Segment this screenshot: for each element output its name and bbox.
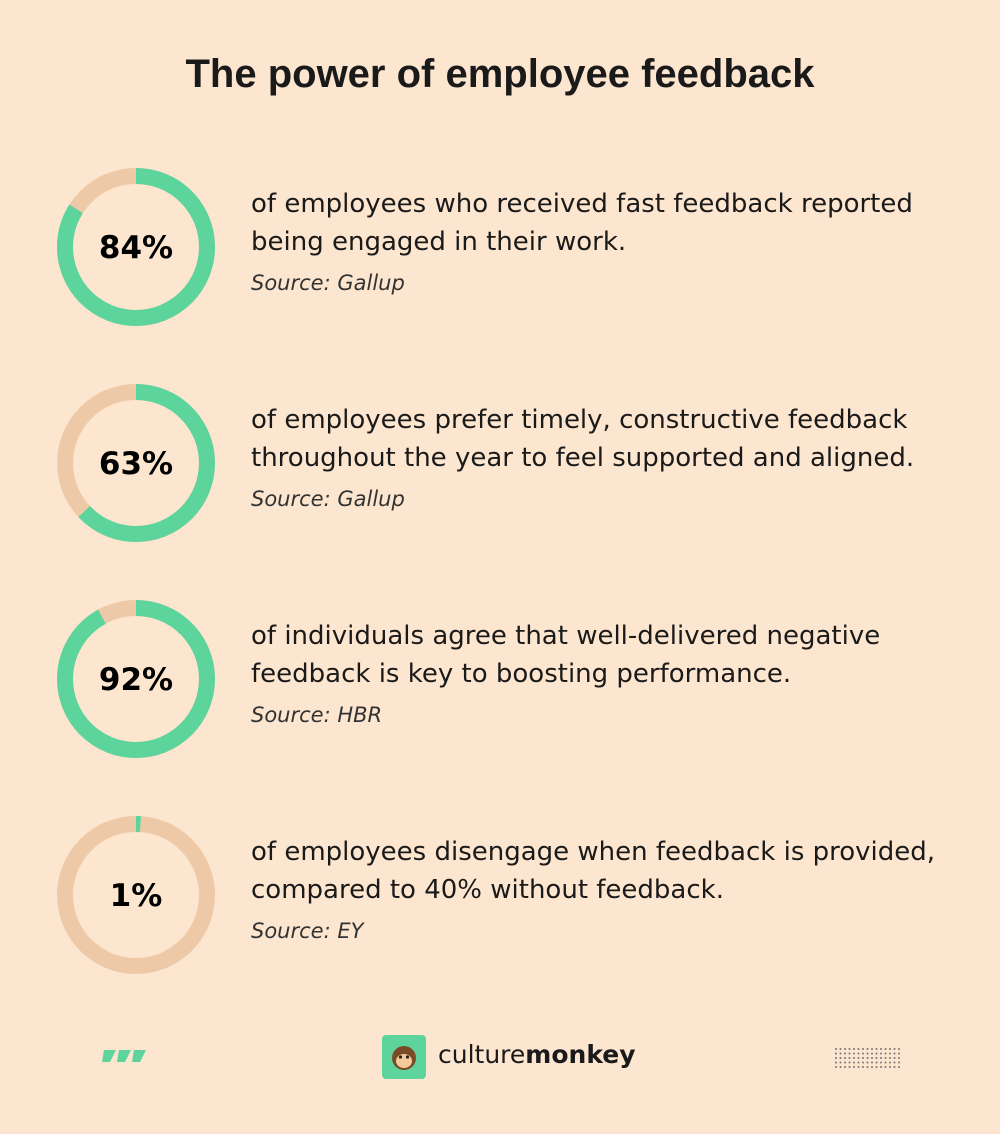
brand-suffix: monkey [525,1040,636,1069]
donut-arc [57,816,215,974]
source: Source: HBR [251,703,383,727]
donut-chart: 84% [57,168,215,326]
title: The power of employee feedback [185,52,815,96]
value-label: 63% [99,446,173,482]
description: of employees who received fast feedback … [251,189,913,257]
description: of individuals agree that well-delivered… [251,621,881,689]
decoration [835,1048,900,1068]
donut-chart: 1% [57,816,215,974]
brand-prefix: culture [438,1040,526,1069]
source: Source: Gallup [251,271,405,295]
donut-arc [57,384,215,542]
description: of employees disengage when feedback is … [251,837,936,905]
brand: culturemonkey [438,1040,636,1069]
donut-arc [57,600,215,758]
description: of employees prefer timely, constructive… [251,405,915,473]
donut-arc [57,168,215,326]
value-label: 1% [110,878,163,914]
decoration [102,1050,146,1062]
logo [382,1035,426,1079]
donut-chart: 92% [57,600,215,758]
value-label: 84% [99,230,173,266]
source: Source: EY [251,919,364,943]
donut-chart: 63% [57,384,215,542]
value-label: 92% [99,662,173,698]
source: Source: Gallup [251,487,405,511]
